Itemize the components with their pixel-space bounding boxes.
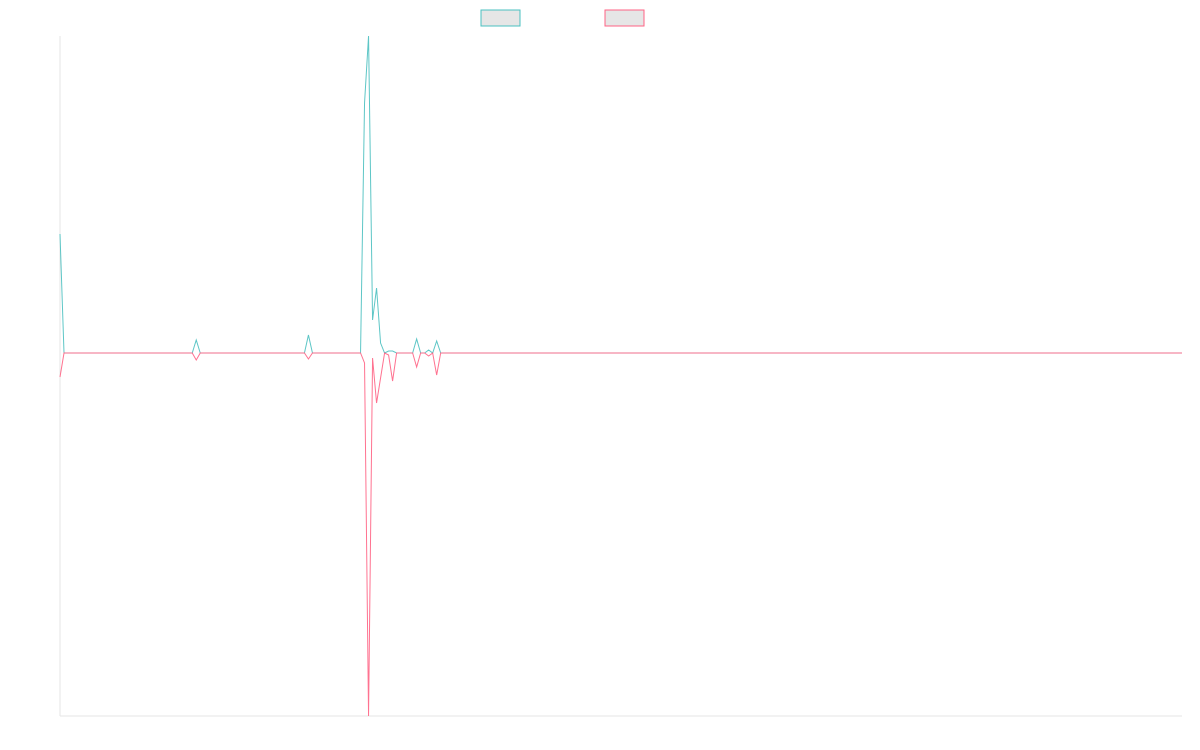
data-line [59, 35, 1182, 354]
legend-swatch [604, 9, 645, 27]
legend-swatch [480, 9, 521, 27]
data-line [59, 352, 1182, 717]
